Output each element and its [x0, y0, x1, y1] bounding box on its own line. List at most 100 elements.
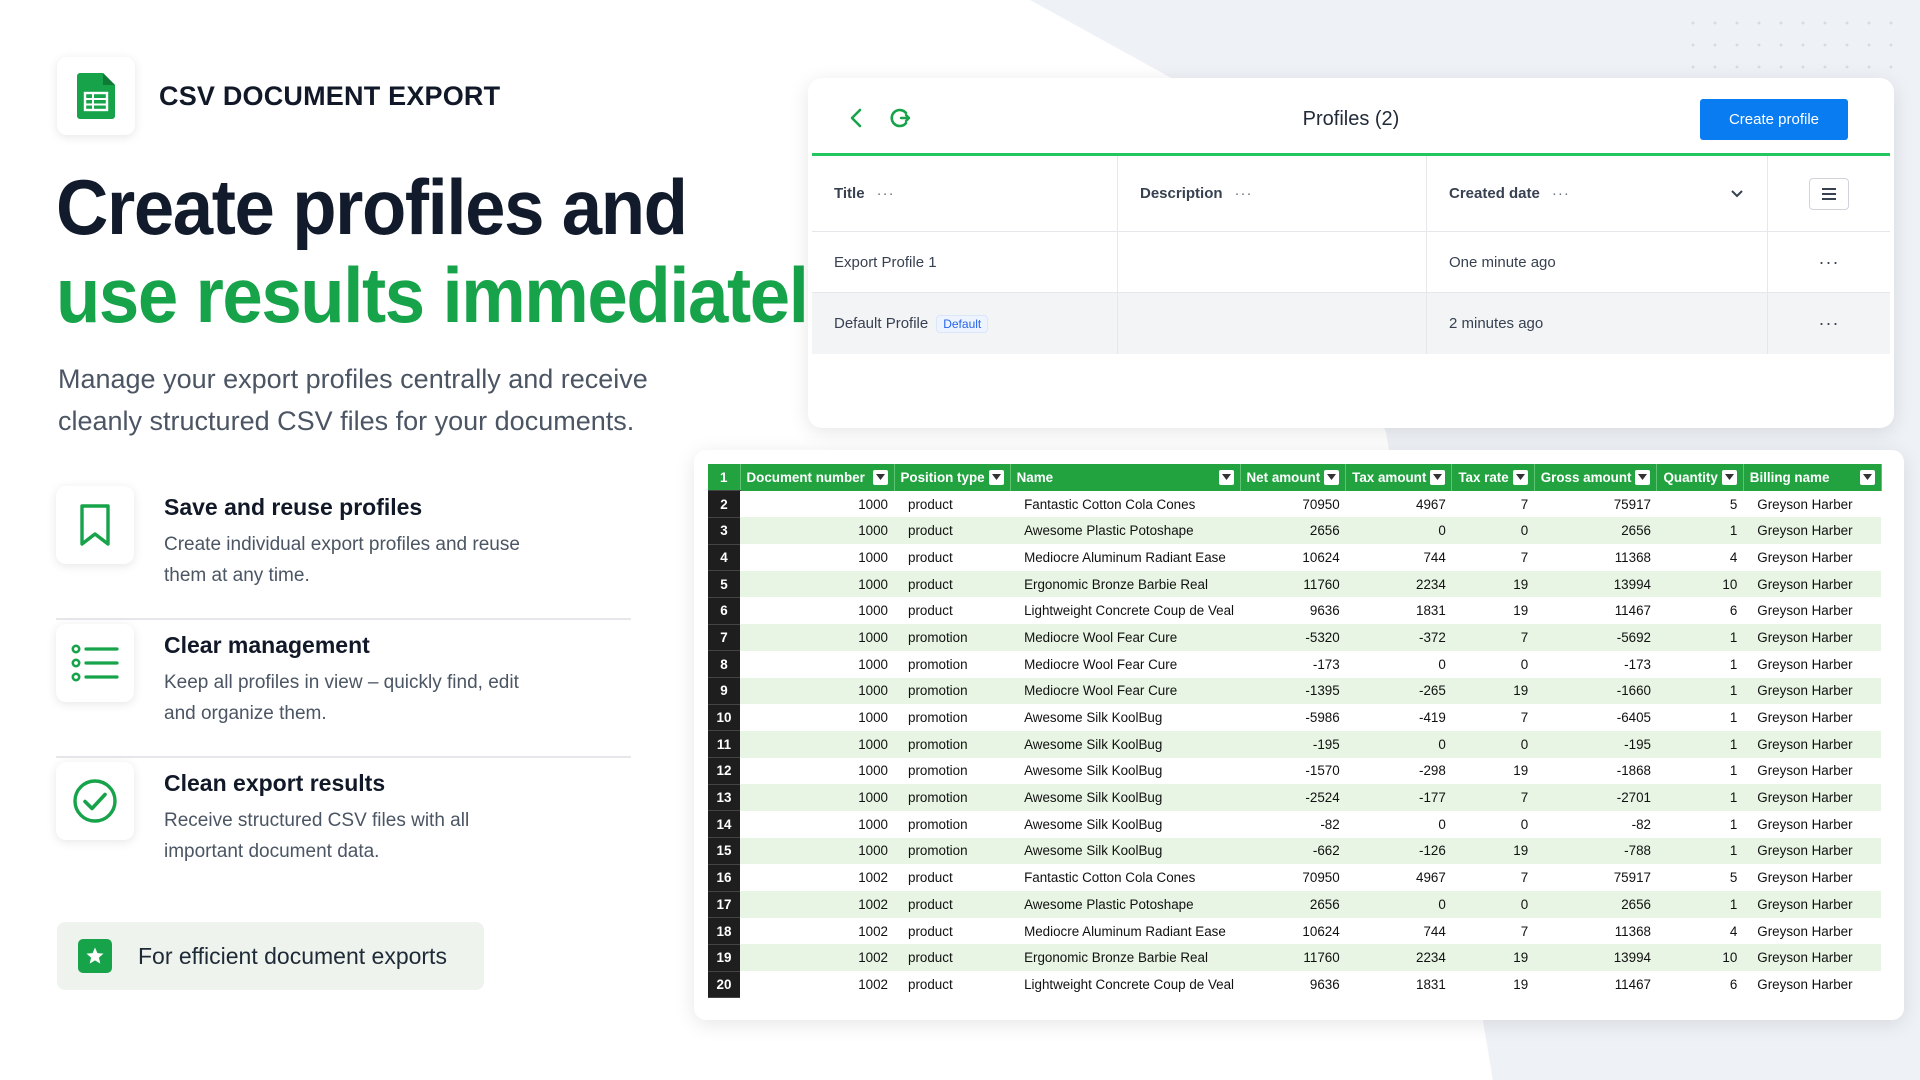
sheet-cell: -788 [1534, 837, 1657, 865]
sheet-cell: 1 [1656, 650, 1744, 678]
filter-dropdown-icon[interactable] [1218, 469, 1234, 485]
column-header-title[interactable]: Title ··· [812, 156, 1118, 231]
feature-desc: Keep all profiles in view – quickly find… [164, 672, 519, 724]
sheet-column-header[interactable]: Position type [894, 464, 1011, 491]
sheet-cell: Mediocre Wool Fear Cure [1010, 650, 1241, 678]
sheet-cell: 1831 [1345, 597, 1452, 625]
sheet-cell: Greyson Harber [1743, 490, 1882, 518]
star-icon [78, 939, 112, 973]
row-number: 14 [708, 810, 740, 839]
row-number: 16 [708, 864, 740, 892]
sheet-cell: 13994 [1534, 570, 1657, 598]
sheet-cell: 11760 [1240, 570, 1346, 598]
sheet-cell: Greyson Harber [1743, 917, 1882, 945]
row-number: 8 [708, 650, 740, 678]
sheet-cell: 0 [1451, 517, 1535, 545]
sheet-cell: 2234 [1345, 570, 1452, 598]
tagline-banner: For efficient document exports [57, 922, 484, 990]
sheet-cell: -2701 [1534, 784, 1657, 811]
filter-dropdown-icon[interactable] [1324, 469, 1340, 485]
row-number: 4 [708, 544, 740, 572]
column-options-icon[interactable]: ··· [1551, 185, 1570, 202]
filter-dropdown-icon[interactable] [1859, 469, 1875, 485]
sheet-column-header[interactable]: Document number [740, 464, 895, 491]
column-menu-button[interactable] [1809, 177, 1849, 210]
sheet-cell: 19 [1451, 944, 1535, 972]
sheet-cell: Awesome Silk KoolBug [1010, 730, 1241, 758]
sheet-cell: 19 [1451, 597, 1535, 625]
sheet-cell: -662 [1240, 837, 1346, 865]
column-options-icon[interactable]: ··· [876, 185, 895, 202]
sheet-column-header[interactable]: Tax amount [1345, 464, 1453, 491]
sheet-cell: 11368 [1534, 917, 1657, 945]
sheet-cell: product [894, 917, 1011, 945]
filter-dropdown-icon[interactable] [872, 469, 888, 485]
bookmark-icon [56, 486, 134, 564]
sheet-cell: -5986 [1240, 704, 1346, 731]
row-number: 7 [708, 624, 740, 652]
sheet-cell: product [894, 570, 1011, 598]
create-profile-button[interactable]: Create profile [1700, 99, 1848, 140]
sheet-cell: 1000 [740, 570, 894, 598]
sheet-cell: 0 [1451, 810, 1535, 838]
chevron-down-icon[interactable] [1731, 185, 1743, 202]
profile-created: One minute ago [1427, 232, 1768, 292]
sheet-cell: Greyson Harber [1743, 837, 1882, 865]
sheet-cell: Ergonomic Bronze Barbie Real [1010, 570, 1241, 598]
sheet-cell: 1000 [740, 624, 894, 651]
sheet-column-header[interactable]: Gross amount [1534, 464, 1658, 491]
column-header-description[interactable]: Description ··· [1118, 156, 1427, 231]
sheet-cell: 1 [1656, 837, 1744, 865]
subtitle: Manage your export profiles centrally an… [58, 364, 648, 436]
sheet-column-header[interactable]: Tax rate [1451, 464, 1535, 491]
refresh-icon[interactable] [888, 106, 912, 135]
sheet-column-header[interactable]: Quantity [1656, 464, 1744, 491]
sheet-cell: product [894, 971, 1011, 998]
sheet-column-header[interactable]: Name [1010, 464, 1241, 491]
table-row[interactable]: Export Profile 1 One minute ago ··· [812, 232, 1890, 293]
sheet-cell: 7 [1451, 864, 1535, 891]
filter-dropdown-icon[interactable] [1635, 469, 1651, 485]
feature-desc: Create individual export profiles and re… [164, 534, 520, 586]
column-header-created-date[interactable]: Created date ··· [1427, 156, 1768, 231]
sheet-cell: 4967 [1345, 490, 1452, 518]
sheet-cell: 5 [1656, 864, 1744, 891]
sheet-cell: 0 [1345, 517, 1452, 545]
sheet-cell: product [894, 490, 1011, 518]
sheet-cell: product [894, 891, 1011, 918]
sheet-row: 13 1000 promotion Awesome Silk KoolBug -2524… [708, 784, 1882, 812]
column-options-icon[interactable]: ··· [1234, 185, 1253, 202]
sheet-cell: 7 [1451, 784, 1535, 811]
sheet-row: 20 1002 product Lightweight Concrete Coup d… [708, 971, 1882, 999]
filter-dropdown-icon[interactable] [1430, 469, 1446, 485]
sheet-cell: Mediocre Aluminum Radiant Ease [1010, 917, 1241, 945]
back-icon[interactable] [846, 106, 868, 135]
sheet-cell: 0 [1345, 891, 1452, 918]
profiles-header: Profiles (2) Create profile [812, 78, 1890, 156]
sheet-cell: 0 [1345, 810, 1452, 838]
sheet-column-header[interactable]: Net amount [1240, 464, 1347, 491]
row-menu-icon[interactable]: ··· [1818, 313, 1840, 333]
table-row[interactable]: Default Profile Default 2 minutes ago ··· [812, 293, 1890, 354]
filter-dropdown-icon[interactable] [1721, 469, 1737, 485]
spreadsheet-panel: 1 Document number Position type Name Net amo… [694, 450, 1904, 1020]
row-number: 17 [708, 891, 740, 919]
profile-title: Export Profile 1 [812, 232, 1118, 292]
sheet-cell: Greyson Harber [1743, 570, 1882, 598]
filter-dropdown-icon[interactable] [1512, 469, 1528, 485]
sheet-cell: promotion [894, 757, 1011, 785]
sheet-cell: 1000 [740, 837, 894, 865]
sheet-cell: Awesome Silk KoolBug [1010, 757, 1241, 785]
sheet-cell: Greyson Harber [1743, 597, 1882, 625]
sheet-cell: Greyson Harber [1743, 810, 1882, 838]
profiles-table: Title ··· Description ··· Created date ··· … [812, 156, 1890, 354]
spreadsheet-table: 1 Document number Position type Name Net amo… [708, 464, 1882, 999]
list-icon [56, 624, 134, 702]
row-menu-icon[interactable]: ··· [1818, 251, 1840, 272]
row-number: 3 [708, 517, 740, 545]
sheet-cell: Awesome Silk KoolBug [1010, 704, 1241, 731]
sheet-row: 2 1000 product Fantastic Cotton Cola Cones 7… [708, 490, 1882, 518]
filter-dropdown-icon[interactable] [988, 469, 1004, 485]
row-number: 1 [708, 464, 741, 492]
sheet-column-header[interactable]: Billing name [1743, 464, 1882, 491]
